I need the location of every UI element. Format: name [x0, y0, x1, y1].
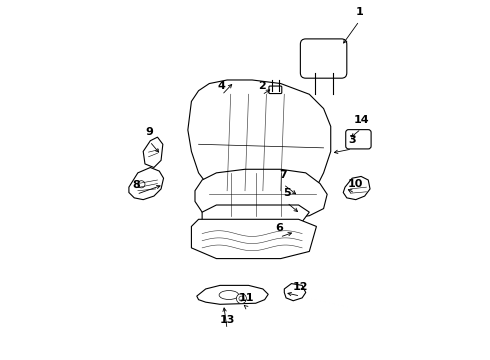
Polygon shape	[129, 167, 164, 200]
Text: 9: 9	[146, 127, 153, 137]
Polygon shape	[143, 137, 163, 167]
Polygon shape	[192, 219, 317, 258]
Text: 6: 6	[276, 223, 284, 233]
Polygon shape	[343, 176, 370, 200]
Polygon shape	[195, 169, 327, 223]
FancyBboxPatch shape	[346, 130, 371, 149]
Text: 2: 2	[258, 81, 266, 91]
Text: 8: 8	[132, 180, 140, 190]
Text: 13: 13	[220, 315, 235, 325]
Text: 1: 1	[355, 7, 363, 17]
Text: 11: 11	[239, 293, 254, 303]
Polygon shape	[188, 80, 331, 202]
Text: 14: 14	[353, 114, 369, 125]
Polygon shape	[284, 284, 306, 301]
Circle shape	[138, 181, 145, 188]
Text: 5: 5	[283, 188, 291, 198]
Text: 12: 12	[293, 282, 308, 292]
Text: 4: 4	[218, 81, 226, 91]
FancyBboxPatch shape	[269, 86, 282, 94]
Circle shape	[237, 294, 246, 303]
Text: 7: 7	[279, 170, 287, 180]
Circle shape	[239, 296, 244, 301]
Polygon shape	[202, 205, 309, 226]
FancyBboxPatch shape	[300, 39, 347, 78]
Polygon shape	[197, 285, 268, 304]
Text: 3: 3	[348, 135, 356, 145]
Ellipse shape	[219, 291, 239, 300]
Text: 10: 10	[347, 179, 363, 189]
